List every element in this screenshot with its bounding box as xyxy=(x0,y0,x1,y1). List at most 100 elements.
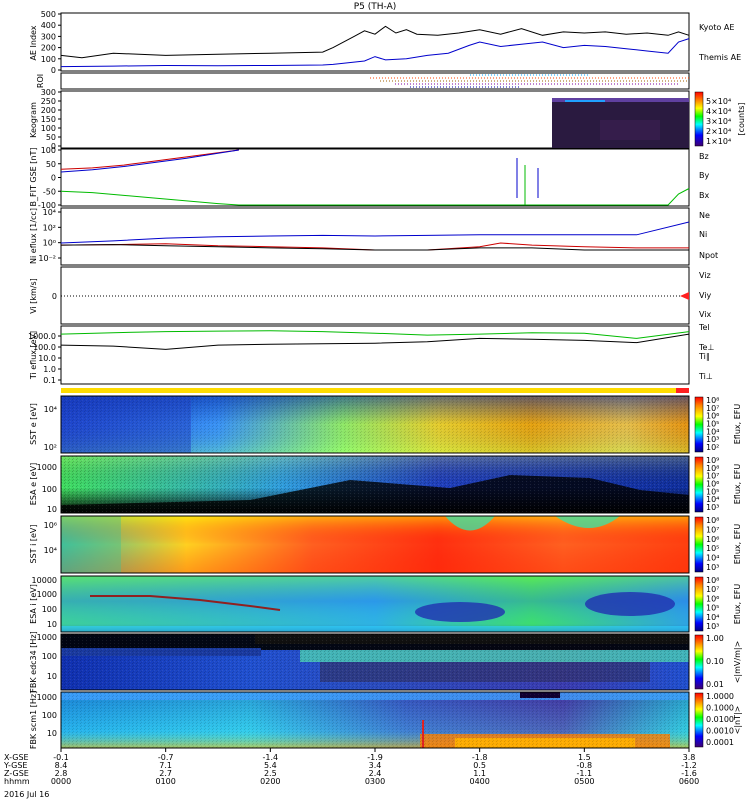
esa-e-colorbar xyxy=(694,456,704,513)
colorbar-tick: 10⁷ xyxy=(706,404,719,413)
ytick-label: 200 xyxy=(41,106,56,115)
colorbar-tick: 0.0001 xyxy=(706,738,734,747)
colorbar-tick: 0.0100 xyxy=(706,715,734,724)
esa-i-blob xyxy=(585,592,675,616)
colorbar-tick: 4×10⁴ xyxy=(706,107,731,116)
colorbar-tick: 10³ xyxy=(706,563,719,572)
fbk-e-colorbar xyxy=(694,634,704,690)
legend-themis-ae: Themis AE xyxy=(698,53,741,62)
ytick-label: 100.0 xyxy=(33,343,56,352)
fbk-e-ytick: 10 xyxy=(47,672,57,681)
ytick-label: -50 xyxy=(43,187,56,196)
series-bx xyxy=(60,149,239,173)
panel-frame xyxy=(60,266,690,325)
sst-i-colorbar xyxy=(694,516,704,573)
esa-e-ytick: 1000 xyxy=(37,463,57,472)
ytick-label: 100 xyxy=(41,124,56,133)
blocky-low-counts xyxy=(61,516,121,573)
ytick-label: 1000.0 xyxy=(28,332,56,341)
velocity-trace-end xyxy=(680,292,689,300)
panel-frame xyxy=(60,633,690,691)
ytick-label: 500 xyxy=(41,10,56,19)
sst-e-cb-label: Eflux, EFU xyxy=(733,404,742,445)
ytick-label: 0.1 xyxy=(43,376,56,385)
xtick-label: 2.8 xyxy=(55,769,68,778)
esa-i-ytick: 100 xyxy=(42,605,57,614)
xtick-label: 0300 xyxy=(365,777,385,786)
colorbar-tick: 10⁴ xyxy=(706,613,719,622)
legend-viz: Viz xyxy=(699,271,711,280)
ytick-label: 50 xyxy=(46,160,56,169)
colorbar-tick: 10⁴ xyxy=(706,495,719,504)
legend-kyoto-ae: Kyoto AE xyxy=(699,23,734,32)
series-npot xyxy=(60,244,689,251)
ytick-label: 400 xyxy=(41,21,56,30)
colorbar-tick: 0.10 xyxy=(706,657,724,666)
colorbar-tick: 10⁶ xyxy=(706,480,719,489)
esa-i-ylabel: ESA i [eV] xyxy=(29,584,38,624)
ytick-label: -100 xyxy=(38,201,56,210)
xtick-label: 2.5 xyxy=(264,769,277,778)
colorbar-tick: 10⁸ xyxy=(706,396,719,405)
series-by xyxy=(60,188,690,206)
panel-velocity: 0 Vi [km/s] Viz Viy Vix xyxy=(29,266,712,325)
colorbar-tick: 5×10⁴ xyxy=(706,97,731,106)
esa-i-ytick: 1000 xyxy=(37,590,57,599)
sst-i-ytick: 10⁶ xyxy=(44,521,57,530)
ytick-label: 100 xyxy=(41,55,56,64)
velocity-ytick: 0 xyxy=(52,292,57,301)
colorbar-tick: 10⁹ xyxy=(706,456,719,465)
panel-esa-i: 10000 1000 100 10 ESA i [eV] 10⁸10⁷10⁶10… xyxy=(29,575,742,633)
legend-teperp: Te⊥ xyxy=(698,343,714,352)
legend-ni: Ni xyxy=(699,230,707,239)
sst-i-ytick: 10⁴ xyxy=(44,546,57,555)
roi-ylabel: ROI xyxy=(36,74,45,88)
esa-i-ytick: 10000 xyxy=(32,576,57,585)
xtick-label: -1.6 xyxy=(681,769,697,778)
xtick-label: 0400 xyxy=(469,777,489,786)
colorbar-tick: 3×10⁴ xyxy=(706,117,731,126)
ae-ylabel: AE Index xyxy=(29,25,38,60)
ytick-label: 0 xyxy=(51,66,56,75)
esa-i-blob xyxy=(415,602,505,622)
xtick-label: 0200 xyxy=(260,777,280,786)
panel-ae: 500 400 300 200 100 0 AE Index Kyoto AE Themi… xyxy=(29,10,741,75)
legend-bx: Bx xyxy=(699,191,709,200)
colorbar-tick: 10⁷ xyxy=(706,525,719,534)
xtick-label: 0600 xyxy=(679,777,699,786)
legend-tell: Tel xyxy=(698,323,710,332)
ytick-label: 300 xyxy=(41,32,56,41)
keogram-colorbar xyxy=(694,91,704,147)
keogram-ylabel: Keogram xyxy=(29,102,38,138)
fbk-e-ylabel: FBK edc34 [Hz] xyxy=(29,631,38,692)
colorbar-tick: 10³ xyxy=(706,435,719,444)
legend-viy: Viy xyxy=(699,291,712,300)
legend-bz: Bz xyxy=(699,152,709,161)
xtick-label: 0100 xyxy=(155,777,175,786)
fbk-e-ytick: 100 xyxy=(42,652,57,661)
esa-i-ytick: 10 xyxy=(47,620,57,629)
bfit-ylabel: B_FIT GSE [nT] xyxy=(29,148,38,207)
legend-by: By xyxy=(699,171,709,180)
xtick-label: 0500 xyxy=(574,777,594,786)
sst-i-ylabel: SST i [eV] xyxy=(29,525,38,564)
panel-fbk-b: 1000 100 10 FBK scm1 [Hz] 1.0000 0.1000 0.… xyxy=(29,691,742,749)
xtick-label: -1.8 xyxy=(472,753,488,762)
ytick-label: 250 xyxy=(41,97,56,106)
xtick-label: 8.4 xyxy=(55,761,68,770)
panel-fbk-e: 1000 100 10 FBK edc34 [Hz] 1.000.100.01 … xyxy=(29,631,742,692)
panel-bfit: 100 50 0 -50 -100 B_FIT GSE [nT] Bz By Bx xyxy=(29,146,709,210)
ytick-label: 0 xyxy=(51,174,56,183)
xtick-label: -1.9 xyxy=(367,753,383,762)
ytick-label: 10⁴ xyxy=(43,208,56,217)
colorbar-tick: 10⁶ xyxy=(706,594,719,603)
colorbar-tick: 10⁸ xyxy=(706,576,719,585)
colorbar-tick: 10⁸ xyxy=(706,464,719,473)
sst-i-green-notch xyxy=(555,516,620,528)
sst-i-green-notch xyxy=(445,516,495,531)
series-ti- xyxy=(60,330,690,339)
panel-frame xyxy=(60,148,690,207)
